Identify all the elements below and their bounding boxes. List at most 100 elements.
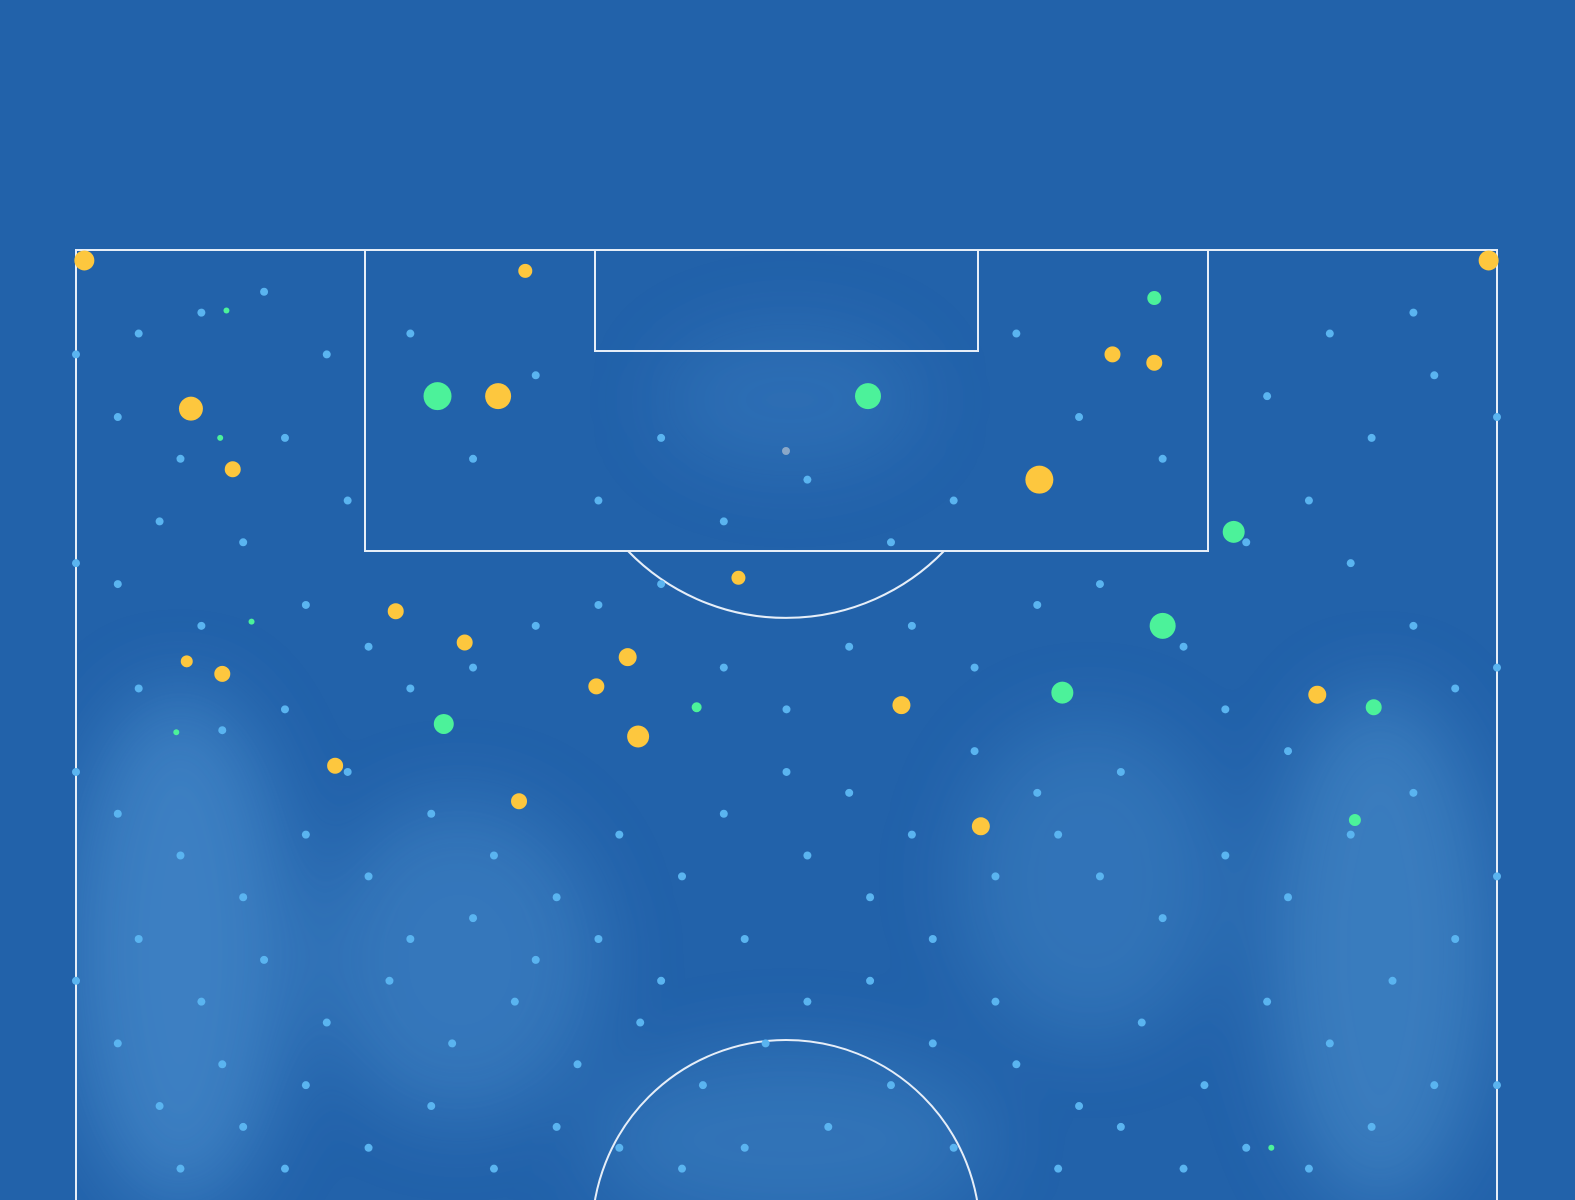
- point: [1116, 1122, 1125, 1131]
- point: [1263, 997, 1272, 1006]
- six-yard-box: [594, 249, 979, 352]
- point: [1033, 788, 1042, 797]
- point: [1075, 1102, 1084, 1111]
- point: [782, 767, 791, 776]
- point: [280, 433, 289, 442]
- point: [907, 830, 916, 839]
- point: [224, 461, 241, 478]
- point: [594, 496, 603, 505]
- point: [971, 817, 990, 836]
- point: [72, 976, 80, 985]
- point: [657, 976, 666, 985]
- point: [594, 935, 603, 944]
- point: [510, 997, 519, 1006]
- point: [1308, 685, 1327, 704]
- point: [280, 1164, 289, 1173]
- point: [1146, 354, 1163, 371]
- point: [892, 696, 911, 715]
- point: [991, 872, 1000, 881]
- point: [1033, 600, 1042, 609]
- point: [113, 1039, 122, 1048]
- point: [469, 914, 478, 923]
- point: [907, 621, 916, 630]
- point: [1430, 1081, 1439, 1090]
- point: [217, 434, 224, 441]
- point: [427, 1102, 436, 1111]
- point: [197, 621, 206, 630]
- point: [1221, 851, 1230, 860]
- point: [740, 935, 749, 944]
- center-circle: [594, 1039, 978, 1200]
- point: [489, 1164, 498, 1173]
- point: [176, 1164, 185, 1173]
- point: [552, 1122, 561, 1131]
- point: [260, 955, 269, 964]
- point: [113, 413, 122, 422]
- point: [866, 976, 875, 985]
- point: [1493, 413, 1501, 422]
- point: [845, 788, 854, 797]
- point: [176, 851, 185, 860]
- point: [803, 475, 812, 484]
- point: [970, 747, 979, 756]
- point: [588, 678, 605, 695]
- point: [1179, 642, 1188, 651]
- point: [1478, 250, 1499, 271]
- point: [406, 935, 415, 944]
- point: [1493, 663, 1501, 672]
- point: [1051, 681, 1074, 704]
- point: [698, 1081, 707, 1090]
- point: [1346, 830, 1355, 839]
- point: [719, 663, 728, 672]
- point: [1304, 1164, 1313, 1173]
- point: [1430, 371, 1439, 380]
- point: [173, 729, 180, 736]
- point: [949, 1143, 958, 1152]
- point: [928, 1039, 937, 1048]
- point: [1348, 814, 1361, 826]
- point: [678, 1164, 687, 1173]
- penalty-spot: [782, 447, 790, 455]
- point: [74, 250, 95, 271]
- points: [72, 250, 1501, 1173]
- point: [1325, 1039, 1334, 1048]
- point: [678, 872, 687, 881]
- point: [72, 350, 80, 359]
- point: [1268, 1144, 1275, 1151]
- point: [803, 851, 812, 860]
- point: [134, 329, 143, 338]
- penalty-arc: [627, 550, 945, 619]
- point: [731, 570, 746, 585]
- point: [406, 684, 415, 693]
- point: [1222, 520, 1245, 543]
- point: [618, 648, 637, 667]
- point: [1284, 747, 1293, 756]
- point: [178, 396, 203, 421]
- point: [1137, 1018, 1146, 1027]
- point: [1054, 1164, 1063, 1173]
- point: [469, 663, 478, 672]
- point: [531, 955, 540, 964]
- point: [1409, 621, 1418, 630]
- point: [719, 809, 728, 818]
- point: [448, 1039, 457, 1048]
- point: [1242, 1143, 1251, 1152]
- point: [1388, 976, 1397, 985]
- point: [155, 1102, 164, 1111]
- point: [1104, 346, 1121, 363]
- point: [469, 454, 478, 463]
- point: [1409, 308, 1418, 317]
- point: [531, 371, 540, 380]
- point: [1221, 705, 1230, 714]
- point: [782, 705, 791, 714]
- point: [364, 1143, 373, 1152]
- point: [1367, 1122, 1376, 1131]
- point: [1095, 580, 1104, 589]
- point: [248, 618, 255, 625]
- point: [427, 809, 436, 818]
- point: [239, 893, 248, 902]
- point: [260, 287, 269, 296]
- point: [866, 893, 875, 902]
